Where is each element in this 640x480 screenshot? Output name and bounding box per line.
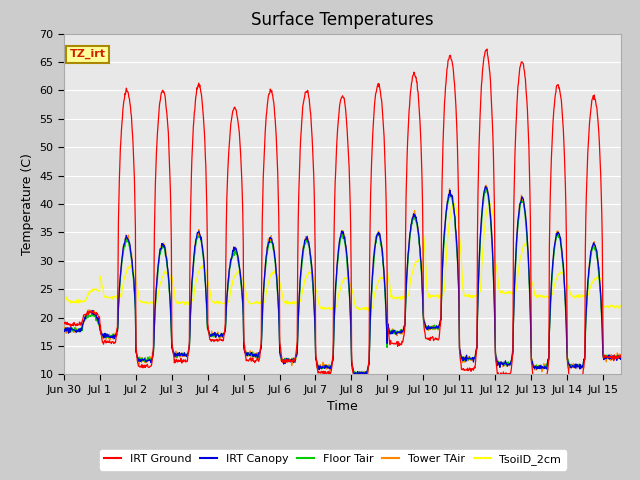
X-axis label: Time: Time [327,400,358,413]
Legend: IRT Ground, IRT Canopy, Floor Tair, Tower TAir, TsoilD_2cm: IRT Ground, IRT Canopy, Floor Tair, Towe… [100,450,566,469]
Text: TZ_irt: TZ_irt [70,49,106,59]
Y-axis label: Temperature (C): Temperature (C) [21,153,34,255]
Title: Surface Temperatures: Surface Temperatures [251,11,434,29]
